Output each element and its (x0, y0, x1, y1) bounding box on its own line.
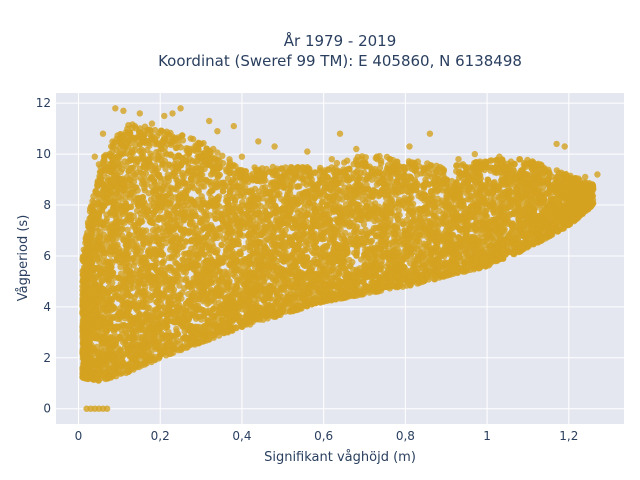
data-point (317, 164, 324, 172)
data-point (220, 254, 228, 261)
data-point (296, 183, 303, 190)
data-point (188, 180, 196, 188)
data-point (417, 217, 424, 224)
data-point (346, 263, 353, 270)
data-point (141, 187, 148, 194)
data-point (193, 177, 201, 185)
data-point (173, 144, 180, 151)
data-point (182, 238, 189, 245)
data-points (79, 105, 601, 412)
data-point (162, 205, 169, 212)
data-point (344, 157, 351, 164)
data-point (118, 232, 126, 239)
data-point (333, 159, 341, 167)
data-point (179, 232, 186, 239)
data-point (553, 167, 560, 174)
